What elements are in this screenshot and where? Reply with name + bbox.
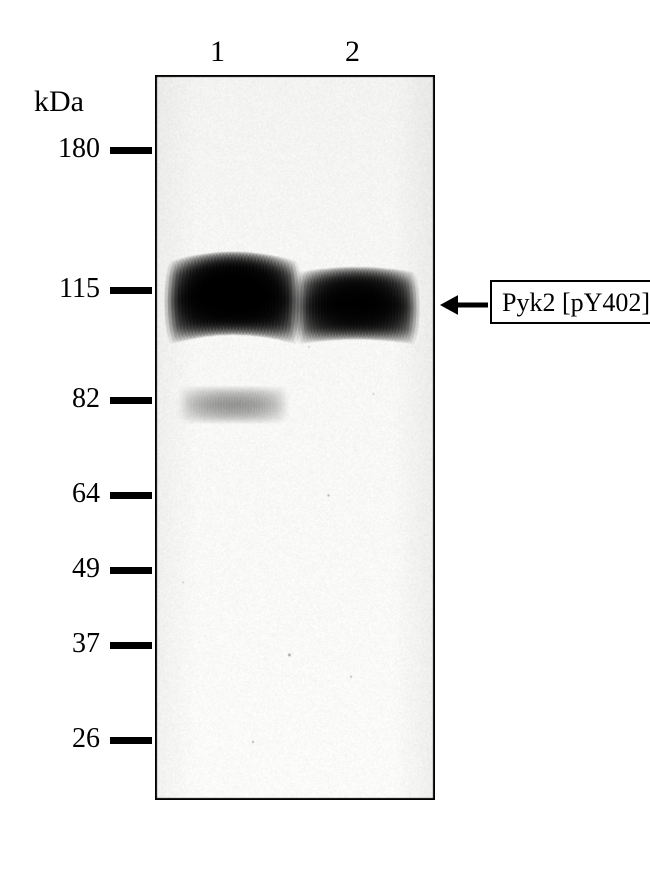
target-label-box: Pyk2 [pY402] [490, 280, 650, 324]
target-arrow [0, 0, 650, 878]
target-label-text: Pyk2 [pY402] [502, 288, 650, 317]
